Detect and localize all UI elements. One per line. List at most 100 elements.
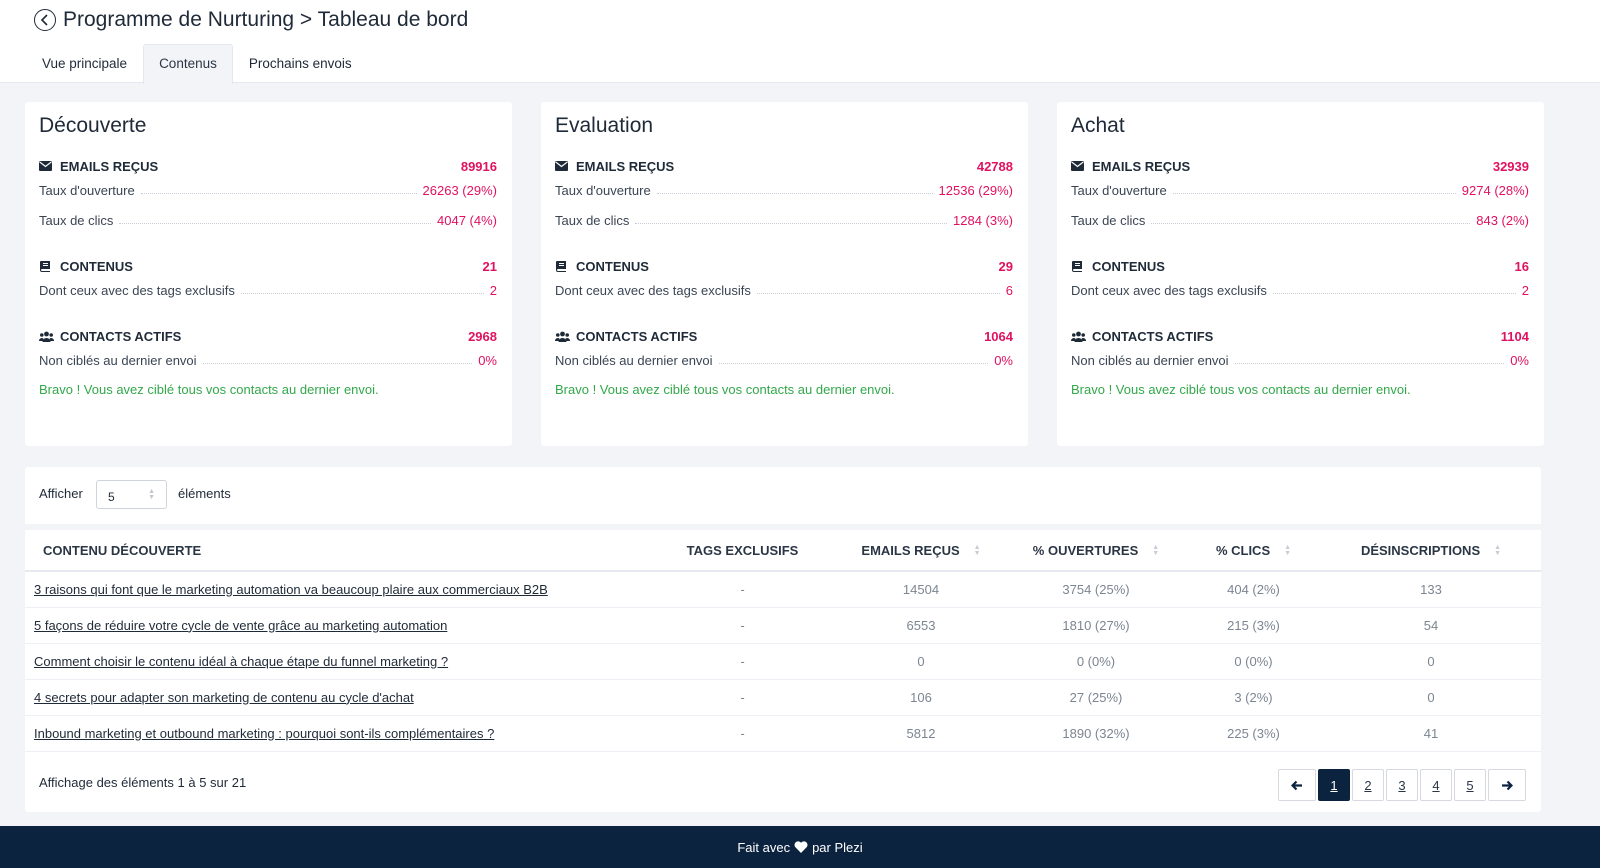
exclusive-tags-value: 2 — [1521, 283, 1529, 298]
page-button-2[interactable]: 2 — [1352, 769, 1384, 801]
content-link[interactable]: 3 raisons qui font que le marketing auto… — [34, 581, 548, 597]
page-button-1[interactable]: 1 — [1318, 769, 1350, 801]
untargeted-row: Non ciblés au dernier envoi 0% — [1071, 344, 1529, 374]
content-link[interactable]: 5 façons de réduire votre cycle de vente… — [34, 617, 448, 633]
tab-contenus[interactable]: Contenus — [143, 44, 233, 84]
unsubscribes-cell: 41 — [1321, 715, 1541, 752]
contents-table-panel: Afficher 5 ▲ ▼ éléments CONTENU DÉCOUVERT… — [25, 467, 1541, 812]
column-header-clicks[interactable]: % CLICS ▲ ▼ — [1186, 530, 1321, 572]
contacts-section-header: CONTACTS ACTIFS 1064 — [555, 328, 1013, 344]
untargeted-value: 0% — [478, 353, 497, 368]
content-cell: 3 raisons qui font que le marketing auto… — [25, 571, 649, 608]
emails-cell: 14504 — [836, 571, 1006, 608]
page-size-select[interactable]: 5 ▲ ▼ — [96, 480, 167, 509]
success-message: Bravo ! Vous avez ciblé tous vos contact… — [555, 382, 895, 397]
clicks-cell: 225 (3%) — [1186, 715, 1321, 752]
heart-icon — [794, 841, 808, 853]
contents-section-header: CONTENUS 21 — [39, 258, 497, 274]
contents-value: 21 — [482, 258, 497, 274]
open-rate-value: 9274 (28%) — [1461, 183, 1529, 198]
envelope-icon — [1071, 161, 1086, 171]
column-header-emails[interactable]: EMAILS REÇUS ▲ ▼ — [836, 530, 1006, 572]
clicks-cell: 0 (0%) — [1186, 643, 1321, 680]
next-page-button[interactable] — [1488, 769, 1526, 801]
pagination-info: Affichage des éléments 1 à 5 sur 21 — [39, 775, 247, 790]
opens-cell: 3754 (25%) — [1006, 571, 1186, 608]
page-button-5[interactable]: 5 — [1454, 769, 1486, 801]
sort-icon[interactable]: ▲ ▼ — [1152, 544, 1160, 558]
contacts-label: CONTACTS ACTIFS — [1092, 328, 1214, 344]
emails-label: EMAILS REÇUS — [60, 158, 159, 174]
exclusive-tags-label: Dont ceux avec des tags exclusifs — [39, 283, 235, 298]
click-rate-value: 843 (2%) — [1476, 213, 1529, 228]
table-row: Inbound marketing et outbound marketing … — [25, 715, 1541, 752]
content-link[interactable]: Comment choisir le contenu idéal à chaqu… — [34, 653, 449, 669]
emails-cell: 106 — [836, 679, 1006, 716]
open-rate-row: Taux d'ouverture 12536 (29%) — [555, 174, 1013, 204]
top-bar: Programme de Nurturing > Tableau de bord… — [0, 0, 1600, 84]
click-rate-label: Taux de clics — [1071, 213, 1146, 228]
table-row: 5 façons de réduire votre cycle de vente… — [25, 607, 1541, 644]
pagination: 1 2 3 4 5 — [1276, 769, 1526, 801]
untargeted-label: Non ciblés au dernier envoi — [39, 353, 197, 368]
tab-bar: Vue principale Contenus Prochains envois — [26, 44, 368, 84]
click-rate-row: Taux de clics 1284 (3%) — [555, 204, 1013, 234]
content-cell: Inbound marketing et outbound marketing … — [25, 715, 649, 752]
sort-icon[interactable]: ▲ ▼ — [1284, 544, 1292, 558]
table-container: CONTENU DÉCOUVERTE TAGS EXCLUSIFS EMAILS… — [25, 530, 1541, 812]
card-title: Achat — [1071, 114, 1125, 137]
sort-icon[interactable]: ▲ ▼ — [973, 544, 981, 558]
site-footer: Fait avec par Plezi — [0, 826, 1600, 868]
opens-cell: 1890 (32%) — [1006, 715, 1186, 752]
content-cell: 5 façons de réduire votre cycle de vente… — [25, 607, 649, 644]
stage-card-evaluation: Evaluation EMAILS REÇUS 42788 Taux d'ouv… — [541, 102, 1028, 446]
content-cell: Comment choisir le contenu idéal à chaqu… — [25, 643, 649, 680]
emails-label: EMAILS REÇUS — [576, 158, 675, 174]
tab-prochains-envois[interactable]: Prochains envois — [248, 56, 352, 71]
untargeted-row: Non ciblés au dernier envoi 0% — [39, 344, 497, 374]
click-rate-row: Taux de clics 4047 (4%) — [39, 204, 497, 234]
back-arrow-icon[interactable] — [34, 9, 56, 31]
exclusive-tags-row: Dont ceux avec des tags exclusifs 2 — [39, 274, 497, 304]
table-header-row: CONTENU DÉCOUVERTE TAGS EXCLUSIFS EMAILS… — [25, 530, 1541, 572]
arrow-left-icon — [1291, 780, 1302, 790]
footer-prefix: Fait avec — [737, 839, 791, 855]
opens-cell: 0 (0%) — [1006, 643, 1186, 680]
open-rate-label: Taux d'ouverture — [1071, 183, 1167, 198]
exclusive-tags-label: Dont ceux avec des tags exclusifs — [555, 283, 751, 298]
tags-cell: - — [649, 571, 836, 608]
untargeted-label: Non ciblés au dernier envoi — [555, 353, 713, 368]
unsubscribes-cell: 0 — [1321, 679, 1541, 716]
emails-section-header: EMAILS REÇUS 42788 — [555, 158, 1013, 174]
column-header-emails-label: EMAILS REÇUS — [861, 542, 960, 558]
column-header-unsubscribes[interactable]: DÉSINSCRIPTIONS ▲ ▼ — [1321, 530, 1541, 572]
click-rate-label: Taux de clics — [39, 213, 114, 228]
prev-page-button[interactable] — [1278, 769, 1316, 801]
content-link[interactable]: 4 secrets pour adapter son marketing de … — [34, 689, 414, 705]
exclusive-tags-value: 6 — [1005, 283, 1013, 298]
opens-cell: 27 (25%) — [1006, 679, 1186, 716]
column-header-opens-label: % OUVERTURES — [1032, 542, 1139, 558]
card-title: Evaluation — [555, 114, 654, 137]
tags-cell: - — [649, 715, 836, 752]
contacts-value: 2968 — [468, 328, 497, 344]
contacts-label: CONTACTS ACTIFS — [576, 328, 698, 344]
users-icon — [1071, 331, 1086, 342]
content-cell: 4 secrets pour adapter son marketing de … — [25, 679, 649, 716]
contents-value: 16 — [1514, 258, 1529, 274]
exclusive-tags-value: 2 — [489, 283, 497, 298]
open-rate-row: Taux d'ouverture 26263 (29%) — [39, 174, 497, 204]
untargeted-value: 0% — [1510, 353, 1529, 368]
sort-icon[interactable]: ▲ ▼ — [1494, 544, 1502, 558]
contacts-section-header: CONTACTS ACTIFS 1104 — [1071, 328, 1529, 344]
page-button-3[interactable]: 3 — [1386, 769, 1418, 801]
contents-label: CONTENUS — [576, 258, 649, 274]
contacts-section-header: CONTACTS ACTIFS 2968 — [39, 328, 497, 344]
content-link[interactable]: Inbound marketing et outbound marketing … — [34, 725, 495, 741]
page-button-4[interactable]: 4 — [1420, 769, 1452, 801]
untargeted-label: Non ciblés au dernier envoi — [1071, 353, 1229, 368]
tab-vue-principale[interactable]: Vue principale — [42, 56, 128, 71]
contents-value: 29 — [998, 258, 1013, 274]
emails-value: 32939 — [1492, 158, 1529, 174]
column-header-opens[interactable]: % OUVERTURES ▲ ▼ — [1006, 530, 1186, 572]
